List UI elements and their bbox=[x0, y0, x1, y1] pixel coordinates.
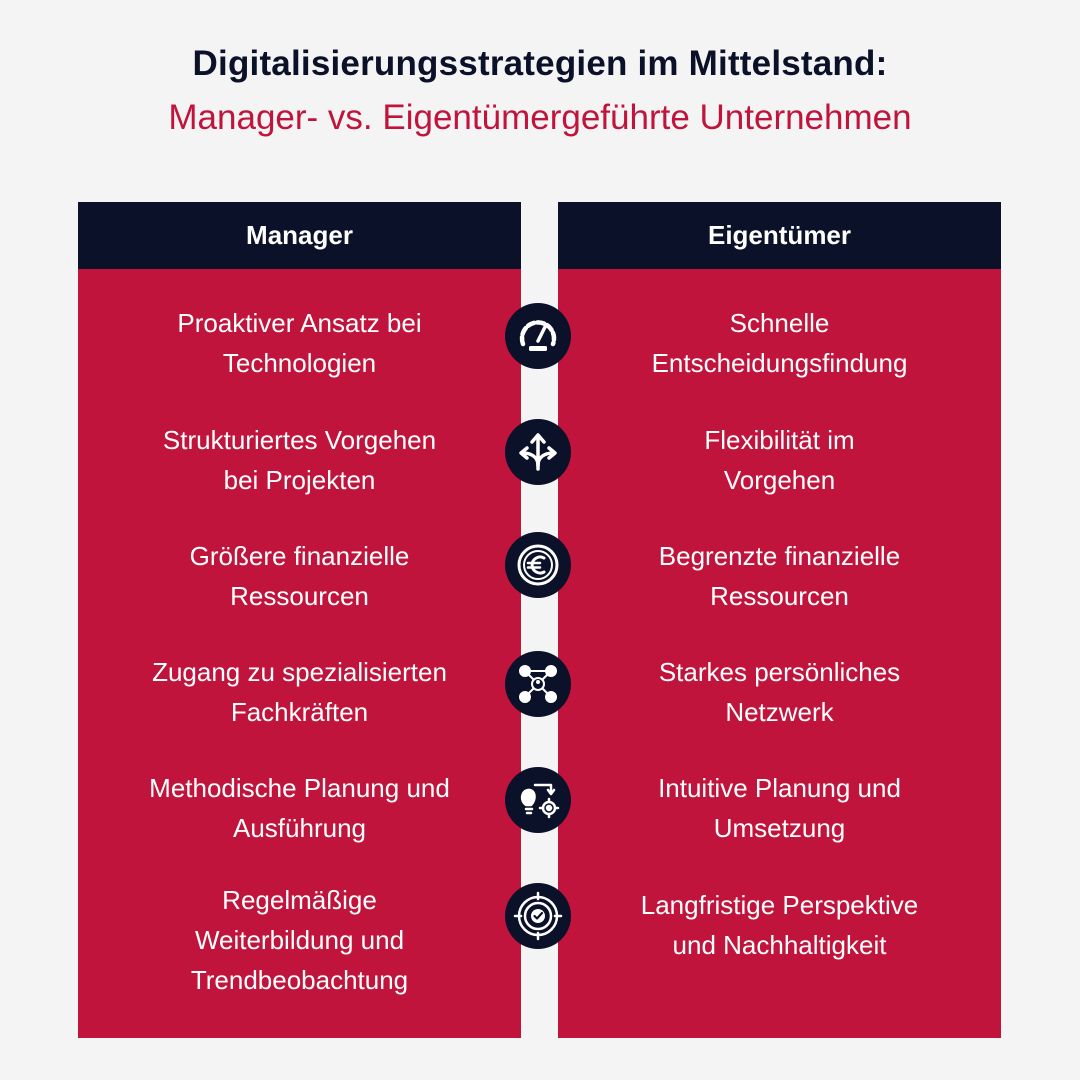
owner-item: Flexibilität im Vorgehen bbox=[704, 425, 855, 495]
page-title: Digitalisierungsstrategien im Mittelstan… bbox=[192, 44, 888, 83]
owner-item: Langfristige Perspektive und Nachhaltigke… bbox=[640, 890, 919, 960]
target-check-icon bbox=[505, 883, 571, 949]
manager-column: Manager Proaktiver Ansatz bei Technologie… bbox=[78, 202, 521, 1038]
manager-column-heading: Manager bbox=[78, 202, 521, 269]
owner-column-heading: Eigentümer bbox=[558, 202, 1001, 269]
owner-item: Begrenzte finanzielle Ressourcen bbox=[658, 541, 901, 611]
page-subtitle: Manager- vs. Eigentümergeführte Unterneh… bbox=[168, 98, 912, 137]
owner-item: Starkes persönliches Netzwerk bbox=[658, 657, 901, 727]
network-people-icon bbox=[505, 651, 571, 717]
manager-item: Regelmäßige Weiterbildung und Trendbeobach… bbox=[190, 885, 409, 995]
manager-item: Strukturiertes Vorgehen bei Projekten bbox=[162, 425, 437, 495]
euro-icon bbox=[505, 532, 571, 598]
owner-column: Eigentümer Schnelle Entscheidungsfindung … bbox=[558, 202, 1001, 1038]
manager-item: Proaktiver Ansatz bei Technologien bbox=[177, 308, 422, 378]
manager-item: Zugang zu spezialisierten Fachkräften bbox=[152, 657, 447, 727]
manager-item: Größere finanzielle Ressourcen bbox=[189, 541, 410, 611]
manager-item: Methodische Planung und Ausführung bbox=[149, 773, 450, 843]
idea-gear-icon bbox=[505, 767, 571, 833]
owner-item: Schnelle Entscheidungsfindung bbox=[651, 308, 908, 378]
speedometer-icon bbox=[505, 303, 571, 369]
split-arrows-icon bbox=[505, 419, 571, 485]
owner-item: Intuitive Planung und Umsetzung bbox=[658, 773, 901, 843]
